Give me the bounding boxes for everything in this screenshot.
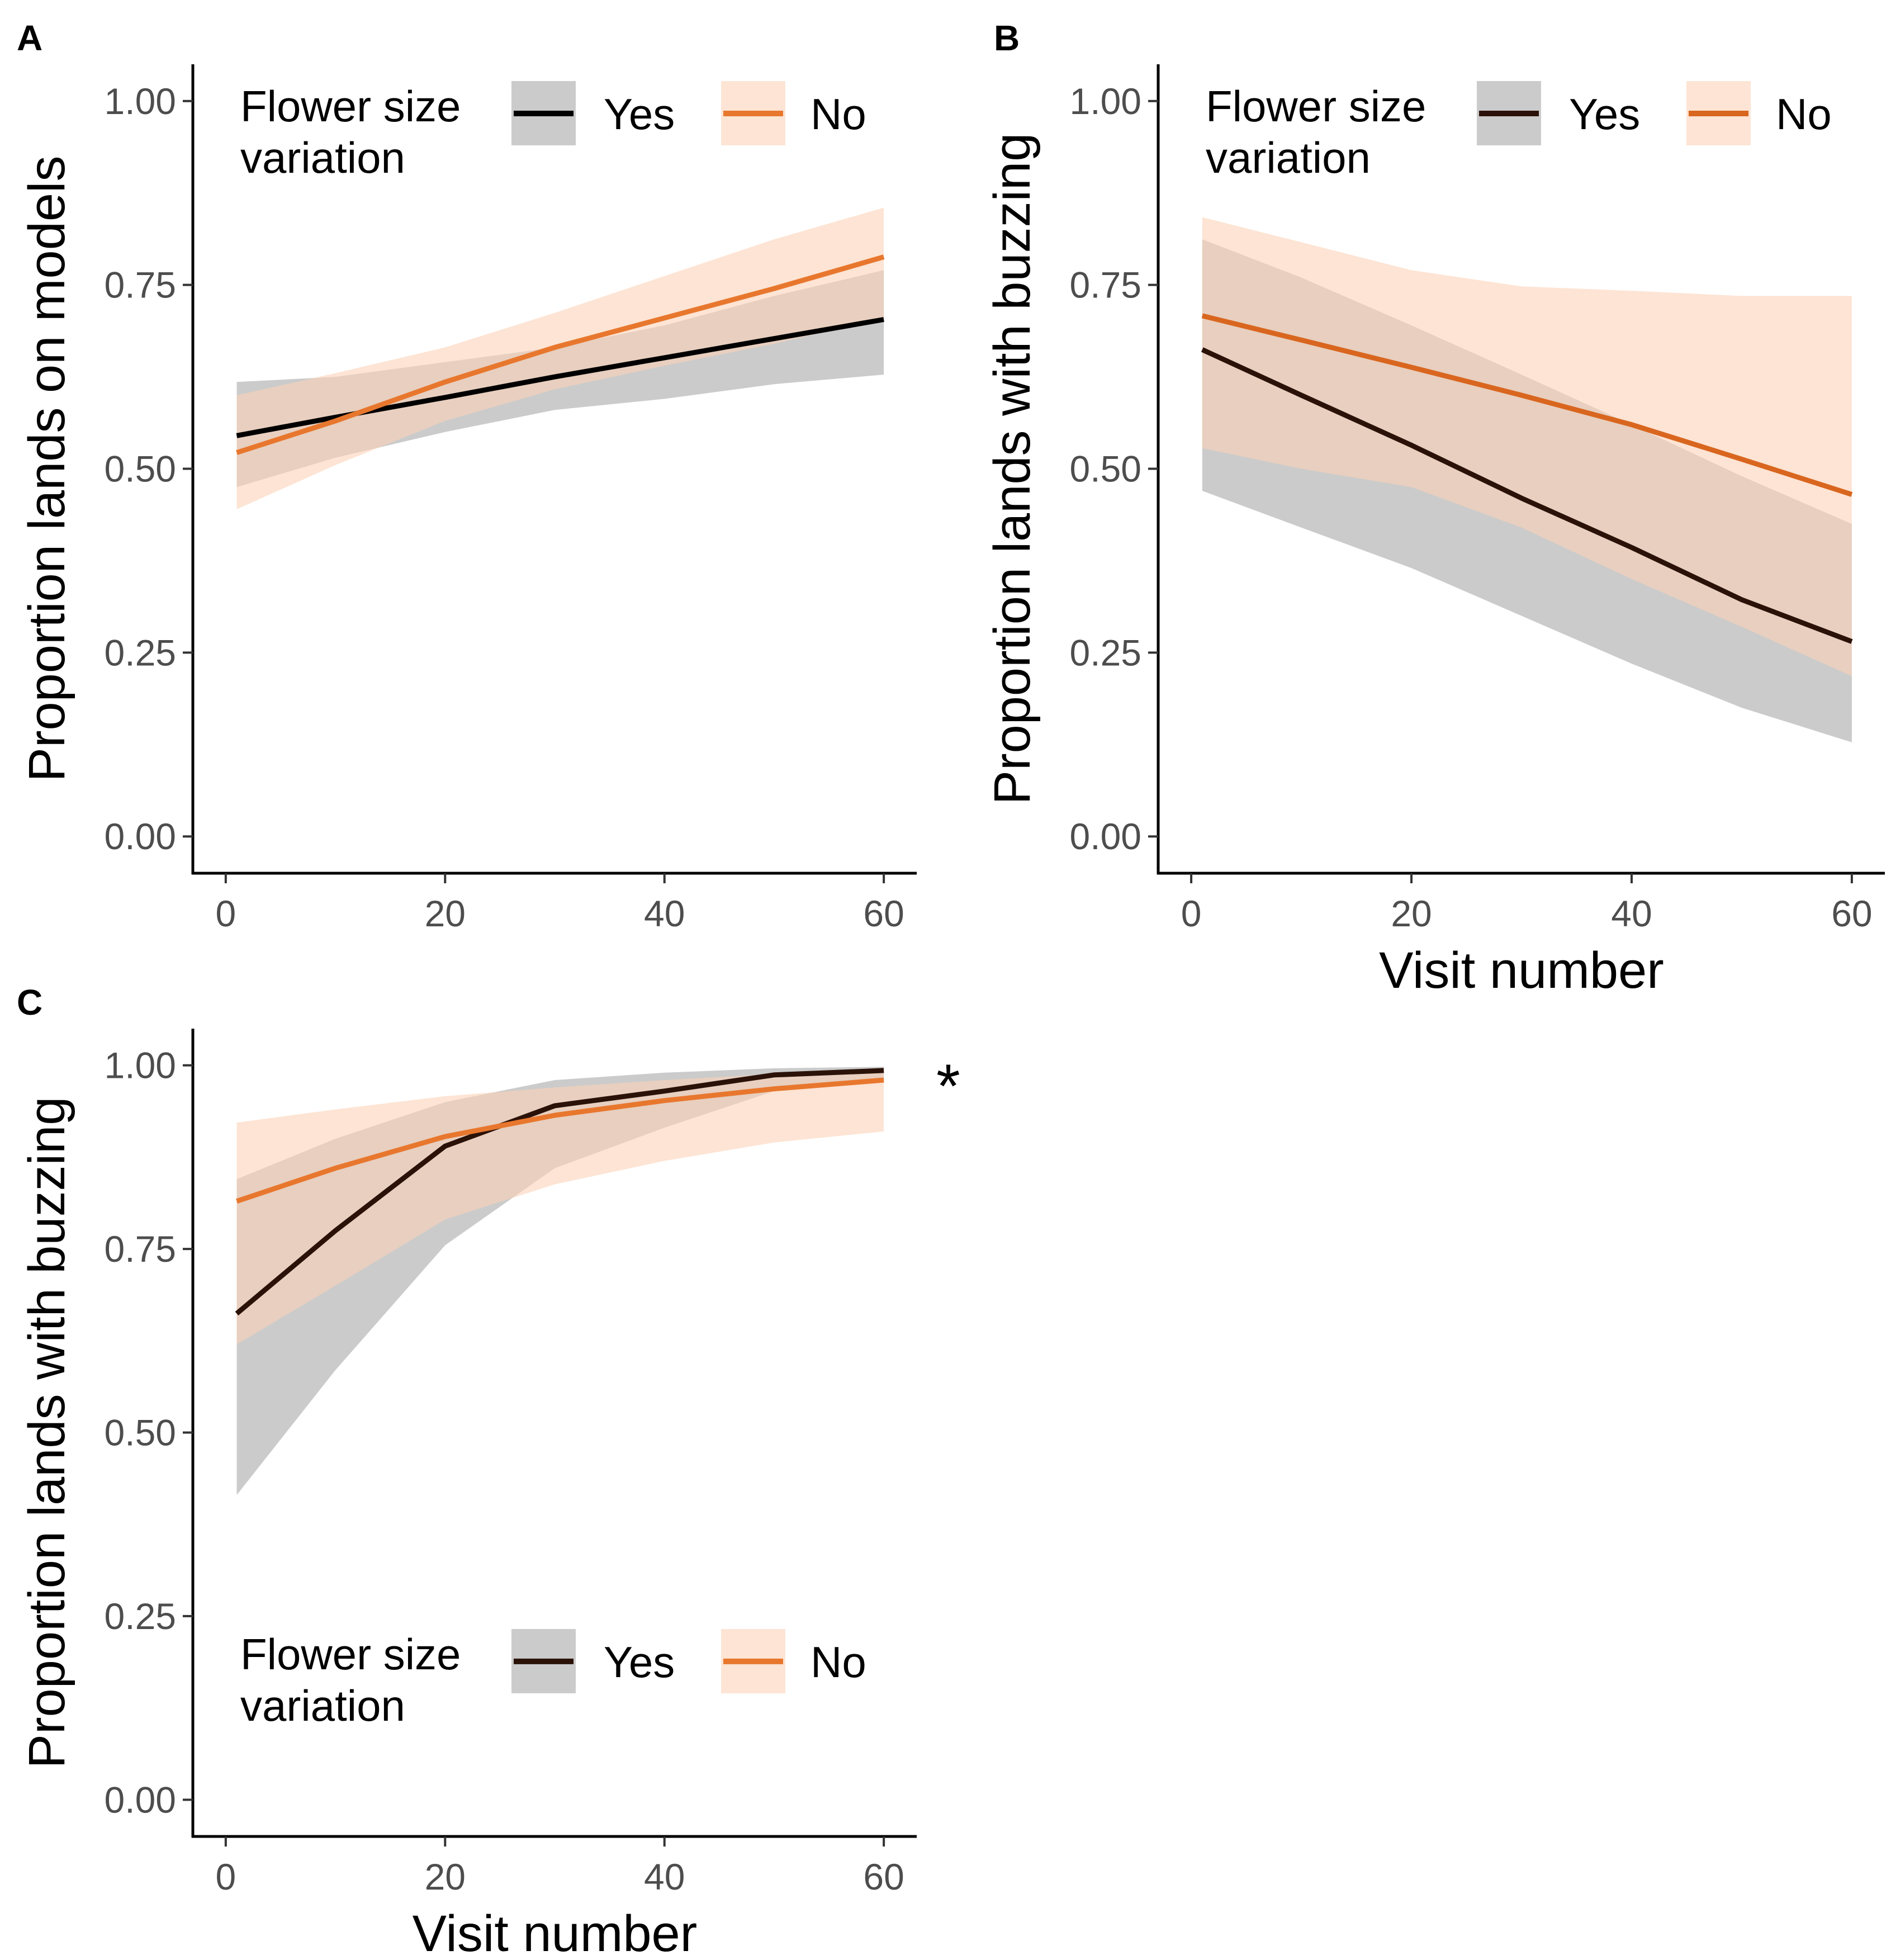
y-tick-label: 0.50 [105,448,176,490]
y-tick-label: 0.00 [1070,816,1141,857]
legend-label-yes: Yes [604,89,675,139]
series-line-yes [236,317,884,438]
y-axis-title: Proportion lands with buzzing [18,1097,75,1769]
legend-title-line-1: Flower size [1206,82,1426,131]
y-tick-label: 0.00 [105,816,176,857]
y-tick-label: 1.00 [105,1045,176,1086]
series-line-yes [1201,347,1853,644]
y-tick-label: 0.25 [1070,632,1141,673]
y-tick-label: 0.00 [105,1779,176,1820]
y-tick-label: 0.25 [105,1596,176,1637]
confidence-band-no [236,207,884,509]
confidence-band-no [1202,217,1852,676]
x-tick-label: 0 [216,1856,236,1897]
y-axis-title: Proportion lands with buzzing [984,133,1041,805]
legend-title-line-1: Flower size [240,1630,461,1679]
x-tick-label: 40 [1611,893,1652,934]
x-tick-label: 40 [644,893,685,934]
y-tick-label: 0.50 [1070,448,1141,490]
legend-label-no: No [1776,89,1832,139]
panel-b: B 0.00 0.25 0.50 0.75 1.00 0 20 40 60 Proportion l… [984,18,1885,999]
y-tick-label: 1.00 [105,81,176,122]
series-line-no [236,254,885,455]
x-tick-label: 20 [425,1856,466,1897]
panel-tag: A [17,18,42,58]
legend-title-line-2: variation [240,133,405,182]
legend-label-no: No [811,1637,866,1687]
y-tick-label: 1.00 [1070,81,1141,122]
legend-label-yes: Yes [604,1637,675,1687]
y-tick-label: 0.75 [105,264,176,306]
y-tick-label: 0.75 [1070,264,1141,306]
legend-title-line-2: variation [240,1681,405,1730]
series-line-yes [235,1068,884,1316]
confidence-band-no [236,1070,884,1344]
y-tick-label: 0.75 [105,1228,176,1270]
legend-title-line-1: Flower size [240,82,461,131]
x-tick-label: 20 [425,893,466,934]
significance-asterisk: * [936,1052,960,1121]
series-line-no [236,1077,884,1204]
x-axis-title: Visit number [413,1905,698,1960]
x-tick-label: 20 [1391,893,1432,934]
panel-a: A 0.00 0.25 0.50 0.75 1.00 0 20 40 60 Proportion l… [17,18,917,934]
x-tick-label: 60 [1831,893,1872,934]
x-tick-label: 0 [1181,893,1202,934]
series-line-no [1201,313,1853,497]
panel-tag: B [994,18,1020,58]
legend-title-line-2: variation [1206,133,1371,182]
x-tick-label: 0 [216,893,236,934]
x-tick-label: 40 [644,1856,685,1897]
x-tick-label: 60 [863,1856,904,1897]
x-axis-title: Visit number [1379,942,1664,999]
legend-label-yes: Yes [1569,89,1640,139]
panel-tag: C [17,982,42,1022]
panel-c: C 0.00 0.25 0.50 0.75 1.00 0 20 40 60 Proportion l… [17,982,960,1960]
legend-label-no: No [811,89,866,139]
y-axis-title: Proportion lands on models [18,156,75,782]
y-tick-label: 0.50 [105,1412,176,1454]
x-tick-label: 60 [863,893,904,934]
y-tick-label: 0.25 [105,632,176,673]
